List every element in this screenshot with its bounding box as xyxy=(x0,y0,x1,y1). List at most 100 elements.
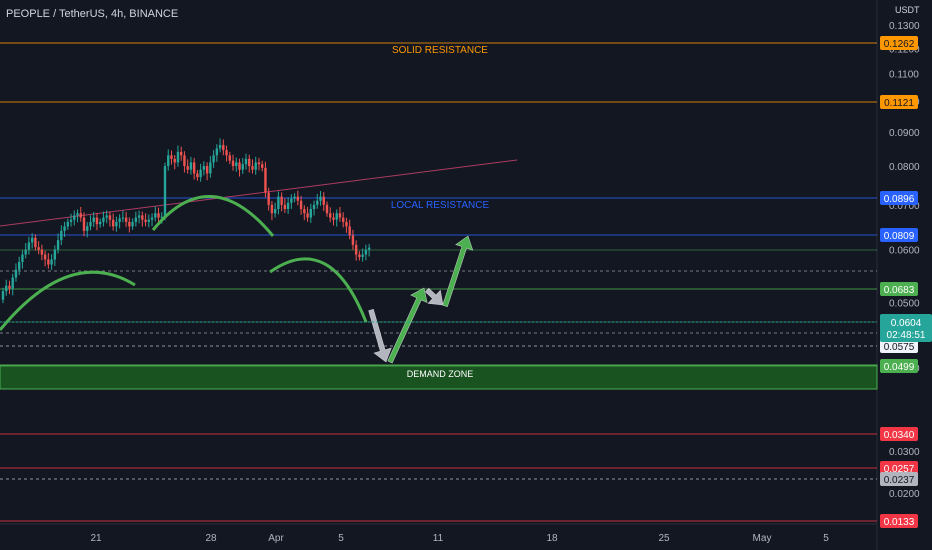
candle-body xyxy=(11,277,14,289)
candle-body xyxy=(338,213,342,218)
candle-body xyxy=(79,213,82,218)
candle-body xyxy=(118,218,121,222)
candle-body xyxy=(40,249,44,255)
candle-body xyxy=(316,200,319,205)
candle-body xyxy=(286,202,290,210)
candle-body xyxy=(280,196,283,205)
candle-body xyxy=(348,226,351,236)
level-label: LOCAL RESISTANCE xyxy=(391,200,490,211)
candle-body xyxy=(18,261,21,270)
candle-body xyxy=(34,237,37,248)
price-badge-text: 0.0133 xyxy=(884,517,915,528)
candle-body xyxy=(270,204,274,214)
candle-body xyxy=(283,204,287,210)
y-tick-label: 0.0300 xyxy=(889,447,920,458)
candle-body xyxy=(30,237,34,243)
current-price-bg xyxy=(880,314,932,342)
candle-body xyxy=(63,226,66,231)
y-tick-label: 0.1100 xyxy=(889,70,919,81)
price-badge-bg xyxy=(880,359,918,373)
candle-body xyxy=(312,204,316,210)
candle-body xyxy=(180,151,183,156)
candle-body xyxy=(319,196,322,201)
candle-body xyxy=(296,196,300,201)
candle-body xyxy=(69,219,73,222)
candle-body xyxy=(105,215,108,218)
candle-body xyxy=(199,169,202,178)
candle-body xyxy=(147,219,150,222)
candle-body xyxy=(92,217,95,222)
candle-body xyxy=(102,217,105,222)
candle-body xyxy=(261,164,264,168)
candle-body xyxy=(290,198,293,203)
candle-body xyxy=(5,285,8,292)
candle-body xyxy=(176,151,180,163)
candle-body xyxy=(170,155,173,159)
candle-body xyxy=(222,145,225,151)
current-price-text: 0.0604 xyxy=(891,318,922,329)
candle-body xyxy=(157,213,160,218)
candle-body xyxy=(167,155,170,167)
candle-body xyxy=(309,209,312,218)
candle-body xyxy=(76,213,79,216)
candle-body xyxy=(163,166,167,217)
candle-body xyxy=(150,217,154,220)
candle-body xyxy=(160,216,163,218)
candle-body xyxy=(264,167,267,193)
candle-body xyxy=(228,155,231,161)
candle-body xyxy=(254,162,257,170)
candle-body xyxy=(95,217,99,225)
candle-body xyxy=(361,254,364,257)
candle-body xyxy=(209,162,212,174)
demand-zone xyxy=(0,364,878,390)
candle-body xyxy=(273,209,277,214)
candle-body xyxy=(257,162,261,165)
candle-body xyxy=(354,244,358,255)
y-tick-label: 0.0500 xyxy=(889,299,920,310)
candle-body xyxy=(53,249,57,260)
price-badge-bg xyxy=(880,339,918,353)
candle-body xyxy=(342,217,345,222)
price-badge-text: 0.0340 xyxy=(884,430,915,441)
x-tick-label: 21 xyxy=(90,533,102,544)
price-badge-text: 0.0257 xyxy=(884,464,915,475)
trend-line xyxy=(0,159,518,227)
price-badge: 0.0896 xyxy=(880,191,918,205)
up-arrow xyxy=(442,235,474,308)
candle-body xyxy=(306,213,309,218)
candle-body xyxy=(141,215,144,220)
price-badge-bg xyxy=(880,95,918,109)
x-tick-label: 28 xyxy=(205,533,217,544)
price-badge: 0.0257 xyxy=(880,461,918,475)
candle-body xyxy=(351,235,355,245)
candle-body xyxy=(231,160,235,167)
price-badge: 0.0237 xyxy=(880,472,918,486)
price-badge-bg xyxy=(880,514,918,528)
candle-body xyxy=(277,196,280,210)
arc-annotation xyxy=(151,194,275,237)
price-badge-text: 0.0896 xyxy=(884,194,915,205)
price-badge: 0.0340 xyxy=(880,427,918,441)
candle-body xyxy=(218,145,222,149)
candle-body xyxy=(238,162,241,170)
candle-body xyxy=(111,219,115,227)
candle-body xyxy=(14,269,18,278)
candle-body xyxy=(89,221,92,227)
candle-body xyxy=(56,240,60,250)
candle-body xyxy=(115,221,118,227)
x-tick-label: 18 xyxy=(546,533,558,544)
price-badge-bg xyxy=(880,282,918,296)
candle-body xyxy=(137,215,141,218)
price-badge-bg xyxy=(880,472,918,486)
candle-body xyxy=(154,213,157,218)
price-badge-bg xyxy=(880,427,918,441)
symbol-title[interactable]: PEOPLE / TetherUS, 4h, BINANCE xyxy=(6,8,179,20)
candle-body xyxy=(322,196,325,205)
candle-body xyxy=(251,166,254,170)
price-badge: 0.0133 xyxy=(880,514,918,528)
price-badge-text: 0.1121 xyxy=(884,98,914,109)
price-badge: 0.0575 xyxy=(880,339,918,353)
candle-body xyxy=(329,213,332,218)
candle-body xyxy=(205,166,209,174)
